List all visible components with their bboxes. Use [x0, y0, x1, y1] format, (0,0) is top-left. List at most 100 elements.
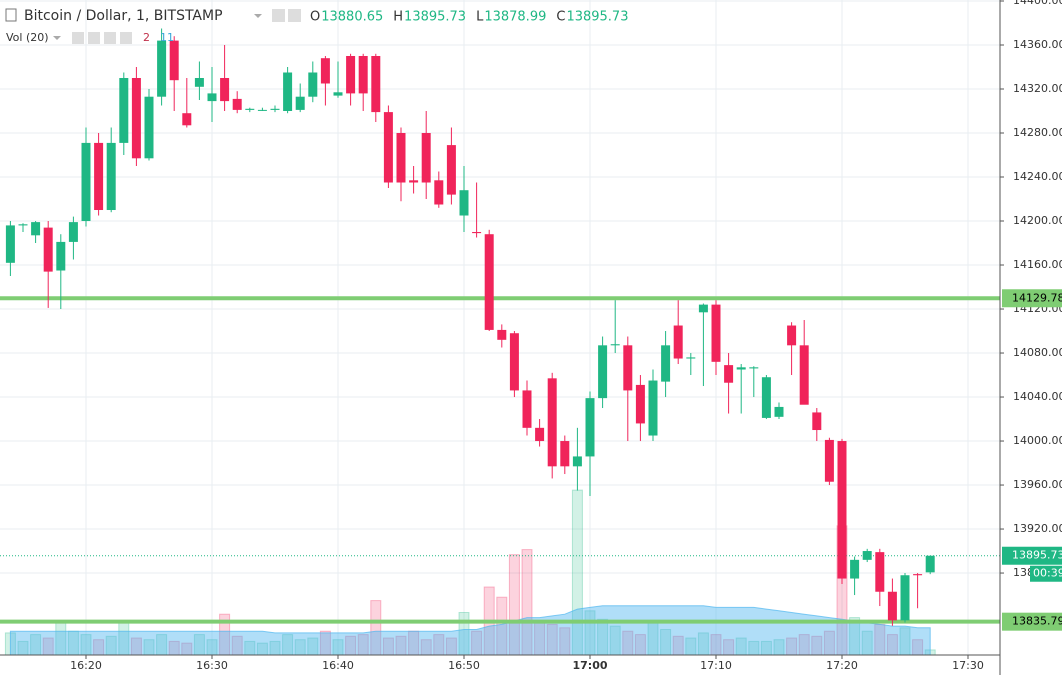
y-tick-label: 14360.00: [1013, 38, 1062, 51]
dropdown-icon[interactable]: [53, 36, 61, 40]
candle-body: [409, 180, 419, 183]
ohlc-key: C: [556, 10, 565, 25]
y-tick-label: 14040.00: [1013, 390, 1062, 403]
y-tick-label: 14080.00: [1013, 346, 1062, 359]
candle-body: [774, 406, 784, 417]
dropdown-icon[interactable]: [254, 14, 262, 18]
candle-body: [522, 390, 532, 428]
candle-body: [270, 108, 280, 110]
volume-value: 2: [143, 31, 150, 44]
y-tick-label: 14320.00: [1013, 82, 1062, 95]
remove-icon[interactable]: [120, 32, 132, 44]
candle-body: [68, 222, 78, 242]
y-tick-label: 14200.00: [1013, 214, 1062, 227]
candle-body: [484, 234, 494, 330]
candle-body: [648, 380, 658, 436]
candle-body: [925, 555, 935, 573]
candle-body: [761, 377, 771, 418]
settings-icon[interactable]: [88, 32, 100, 44]
candle-body: [497, 329, 507, 340]
candle-body: [94, 142, 104, 211]
candle-body: [434, 180, 444, 205]
candle-body: [711, 304, 721, 362]
x-tick-label: 16:20: [70, 659, 102, 672]
candle-body: [862, 551, 872, 560]
level-tag: [1002, 289, 1062, 308]
last-price-tag: [1002, 546, 1062, 565]
candle-body: [799, 345, 809, 405]
candle-body: [913, 574, 923, 576]
countdown-label: 00:39: [1033, 567, 1062, 580]
y-tick-label: 13960.00: [1013, 478, 1062, 491]
candle-body: [724, 365, 734, 383]
level-tag: [1002, 612, 1062, 631]
candle-body: [245, 108, 255, 110]
y-tick-label: 14280.00: [1013, 126, 1062, 139]
candle-body: [572, 456, 582, 467]
format-icon[interactable]: [288, 9, 301, 22]
candle-body: [169, 40, 179, 81]
x-tick-label: 17:30: [952, 659, 984, 672]
candle-body: [257, 109, 267, 111]
candle-body: [598, 345, 608, 399]
candle-body: [509, 333, 519, 391]
candle-body: [446, 145, 456, 195]
y-tick-label: 13920.00: [1013, 522, 1062, 535]
candle-body: [547, 378, 557, 467]
candle-body: [207, 93, 217, 102]
ohlc-key: O: [310, 10, 320, 25]
candle-body: [421, 133, 431, 183]
candle-body: [396, 133, 406, 183]
y-tick-label: 14400.00: [1013, 0, 1062, 7]
candle-body: [887, 591, 897, 621]
candle-body: [610, 344, 620, 346]
candle-body: [459, 190, 469, 216]
candle-body: [824, 439, 834, 482]
candle-body: [850, 559, 860, 579]
settings-icon[interactable]: [272, 9, 285, 22]
candle-body: [182, 113, 192, 126]
volume-ma-area: [9, 605, 931, 656]
last-price-label: 13895.73: [1012, 549, 1062, 562]
candle-body: [560, 441, 570, 467]
candle-body: [585, 398, 595, 457]
ohlc-value: 13878.99: [484, 10, 546, 25]
candle-body: [358, 55, 368, 94]
more-icon[interactable]: [104, 32, 116, 44]
volume-layer: [4, 489, 936, 656]
candle-body: [18, 224, 28, 226]
y-tick-label: 14000.00: [1013, 434, 1062, 447]
candle-body: [535, 427, 545, 442]
candle-body: [320, 58, 330, 84]
countdown-tag: [1030, 565, 1062, 582]
level-tag-label: 14129.78: [1012, 291, 1062, 304]
level-tag-label: 13835.79: [1012, 615, 1062, 628]
level-lines: [0, 296, 1000, 624]
candle-body: [686, 357, 696, 359]
candle-body: [220, 77, 230, 102]
axes: 14400.00 14360.00 14320.00 14280.00 14240.00…: [70, 0, 1062, 672]
eye-icon[interactable]: [72, 32, 84, 44]
candle-body: [472, 232, 482, 234]
collapse-icon[interactable]: [5, 8, 17, 22]
candle-body: [837, 441, 847, 579]
x-tick-label: 17:00: [572, 659, 607, 672]
candle-body: [812, 412, 822, 431]
x-tick-label: 16:30: [196, 659, 228, 672]
candle-body: [43, 227, 53, 272]
candle-body: [698, 304, 708, 313]
candle-body: [623, 345, 633, 391]
candle-body: [119, 77, 129, 143]
chart-title: Bitcoin / Dollar, 1, BITSTAMP: [24, 8, 223, 24]
x-tick-label: 16:50: [448, 659, 480, 672]
candle-body: [371, 55, 381, 113]
candle-body: [635, 384, 645, 424]
x-tick-label: 16:40: [322, 659, 354, 672]
x-tick-label: 17:10: [700, 659, 732, 672]
candle-body: [333, 92, 343, 96]
y-tick-label: 14240.00: [1013, 170, 1062, 183]
candle-body: [131, 77, 141, 159]
volume-ma-value: 11: [160, 31, 174, 44]
